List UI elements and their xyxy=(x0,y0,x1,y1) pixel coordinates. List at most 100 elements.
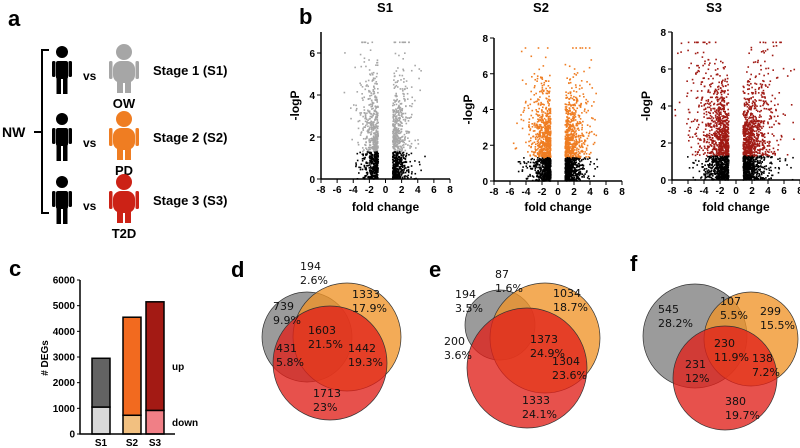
volcano-point xyxy=(547,164,549,166)
volcano-point xyxy=(546,131,549,134)
volcano-point xyxy=(727,120,730,123)
volcano-point xyxy=(369,155,371,158)
volcano-point xyxy=(366,165,368,167)
volcano-point xyxy=(759,156,761,159)
volcano-point xyxy=(578,104,581,107)
volcano-point xyxy=(376,61,378,64)
volcano-point xyxy=(708,175,711,177)
volcano-point xyxy=(572,138,574,140)
volcano-point xyxy=(536,110,538,113)
volcano-point xyxy=(569,125,571,128)
volcano-point xyxy=(528,165,531,168)
volcano-point xyxy=(573,134,576,137)
volcano-point xyxy=(366,121,368,123)
volcano-point xyxy=(576,175,579,178)
volcano-point xyxy=(573,139,575,142)
volcano-point xyxy=(397,109,400,112)
volcano-point xyxy=(575,141,578,143)
volcano-point xyxy=(757,110,759,113)
volcano-point xyxy=(541,160,544,163)
volcano-point xyxy=(375,83,378,85)
volcano-point xyxy=(399,124,402,126)
volcano-point xyxy=(702,51,705,54)
volcano-point xyxy=(529,139,532,142)
volcano-point xyxy=(707,90,710,92)
volcano-point xyxy=(577,176,580,178)
volcano-point xyxy=(364,120,367,123)
x-tick-label: -2 xyxy=(538,187,547,198)
volcano-point xyxy=(546,168,549,170)
volcano-point xyxy=(687,118,690,120)
volcano-point xyxy=(546,109,549,112)
volcano-point xyxy=(749,173,751,176)
volcano-point xyxy=(757,140,760,142)
volcano-point xyxy=(400,165,403,167)
volcano-point xyxy=(760,109,763,112)
volcano-point xyxy=(372,90,375,93)
volcano-point xyxy=(395,115,398,117)
volcano-point xyxy=(369,148,371,151)
volcano-point xyxy=(589,131,591,134)
volcano-point xyxy=(397,114,400,116)
volcano-point xyxy=(784,114,786,116)
volcano-point xyxy=(566,108,569,111)
volcano-point xyxy=(581,176,583,178)
volcano-point xyxy=(406,130,409,133)
volcano-point xyxy=(364,114,367,116)
volcano-point xyxy=(403,154,405,156)
volcano-point xyxy=(588,157,591,159)
volcano-point xyxy=(790,166,792,169)
volcano-point xyxy=(541,126,543,129)
volcano-point xyxy=(580,150,582,153)
volcano-point xyxy=(568,172,570,175)
volcano-point xyxy=(359,114,362,116)
axes xyxy=(493,38,622,182)
volcano-point xyxy=(574,136,576,138)
volcano-point xyxy=(374,162,376,165)
volcano-point xyxy=(545,97,548,100)
x-tick-label: -8 xyxy=(317,185,326,196)
volcano-point xyxy=(407,168,410,171)
volcano-point xyxy=(539,162,542,164)
volcano-point xyxy=(745,128,748,131)
volcano-point xyxy=(399,124,402,127)
volcano-point xyxy=(568,150,571,153)
volcano-point xyxy=(544,161,546,163)
volcano-point xyxy=(535,138,537,140)
volcano-point xyxy=(408,41,410,44)
volcano-point xyxy=(344,52,346,54)
volcano-point xyxy=(372,175,375,178)
volcano-point xyxy=(401,41,404,44)
volcano-point xyxy=(547,139,550,141)
volcano-point xyxy=(545,162,548,165)
volcano-point xyxy=(709,102,711,104)
volcano-point xyxy=(547,161,550,163)
volcano-point xyxy=(773,150,776,153)
volcano-point xyxy=(571,149,573,152)
volcano-point xyxy=(393,87,396,89)
volcano-point xyxy=(541,115,544,117)
volcano-point xyxy=(360,112,363,114)
volcano-point xyxy=(548,151,551,153)
volcano-point xyxy=(370,160,372,162)
volcano-point xyxy=(369,112,372,115)
volcano-point xyxy=(575,177,578,180)
volcano-point xyxy=(568,101,571,104)
volcano-point xyxy=(747,147,749,149)
volcano-point xyxy=(374,133,377,136)
volcano-point xyxy=(371,80,374,82)
volcano-point xyxy=(694,154,697,157)
volcano-point xyxy=(405,167,407,169)
volcano-point xyxy=(769,162,771,165)
volcano-point xyxy=(370,131,373,133)
volcano-point xyxy=(768,167,770,170)
volcano-point xyxy=(763,170,765,173)
volcano-point xyxy=(569,172,571,174)
volcano-point xyxy=(586,177,589,179)
volcano-point xyxy=(691,136,694,138)
volcano-point xyxy=(525,177,528,180)
volcano-point xyxy=(403,81,405,83)
volcano-point xyxy=(537,141,540,143)
volcano-point xyxy=(545,128,548,130)
volcano-point xyxy=(369,115,372,118)
